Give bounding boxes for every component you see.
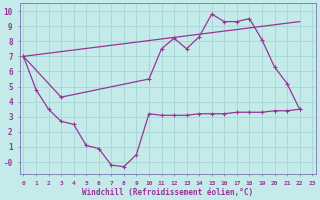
X-axis label: Windchill (Refroidissement éolien,°C): Windchill (Refroidissement éolien,°C): [82, 188, 253, 197]
